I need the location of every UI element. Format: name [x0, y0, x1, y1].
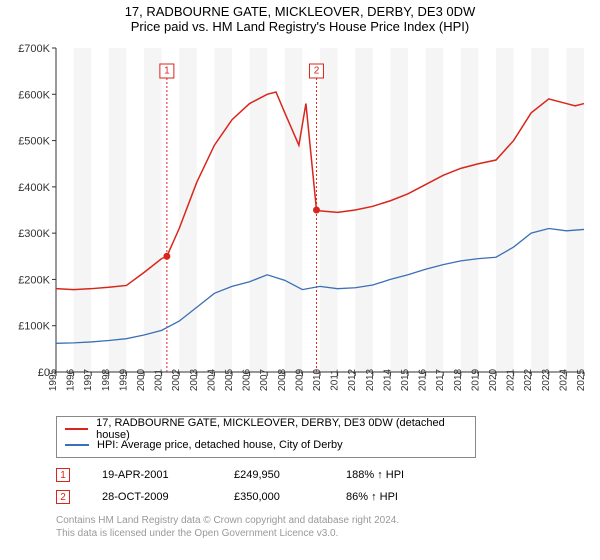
sale-price: £350,000	[234, 491, 314, 503]
legend: 17, RADBOURNE GATE, MICKLEOVER, DERBY, D…	[56, 416, 476, 458]
sale-row: 1 19-APR-2001 £249,950 188% ↑ HPI	[56, 464, 592, 486]
page-subtitle: Price paid vs. HM Land Registry's House …	[8, 19, 592, 34]
legend-item: 17, RADBOURNE GATE, MICKLEOVER, DERBY, D…	[65, 421, 467, 437]
svg-text:2: 2	[314, 66, 320, 77]
legend-label: 17, RADBOURNE GATE, MICKLEOVER, DERBY, D…	[96, 417, 467, 441]
footer-line: This data is licensed under the Open Gov…	[56, 527, 592, 540]
svg-text:£600K: £600K	[18, 89, 50, 101]
sales-table: 1 19-APR-2001 £249,950 188% ↑ HPI 2 28-OCT-20…	[56, 464, 592, 508]
sale-hpi: 86% ↑ HPI	[346, 491, 436, 503]
sale-hpi: 188% ↑ HPI	[346, 469, 436, 481]
sale-date: 28-OCT-2009	[102, 491, 202, 503]
sale-price: £249,950	[234, 469, 314, 481]
page-title: 17, RADBOURNE GATE, MICKLEOVER, DERBY, D…	[8, 4, 592, 19]
svg-text:£200K: £200K	[18, 274, 50, 286]
legend-swatch	[65, 428, 88, 430]
svg-text:1: 1	[164, 66, 170, 77]
svg-text:£100K: £100K	[18, 321, 50, 333]
sale-marker: 2	[56, 490, 70, 504]
legend-label: HPI: Average price, detached house, City…	[97, 439, 343, 451]
legend-swatch	[65, 444, 89, 446]
sale-row: 2 28-OCT-2009 £350,000 86% ↑ HPI	[56, 486, 592, 508]
sale-marker: 1	[56, 468, 70, 482]
svg-text:£400K: £400K	[18, 182, 50, 194]
sale-date: 19-APR-2001	[102, 469, 202, 481]
svg-text:£500K: £500K	[18, 136, 50, 148]
footer-line: Contains HM Land Registry data © Crown c…	[56, 514, 592, 527]
svg-text:£700K: £700K	[18, 43, 50, 55]
svg-text:£300K: £300K	[18, 228, 50, 240]
price-chart: £0£100K£200K£300K£400K£500K£600K£700K199…	[8, 42, 592, 410]
footer-attribution: Contains HM Land Registry data © Crown c…	[56, 514, 592, 540]
